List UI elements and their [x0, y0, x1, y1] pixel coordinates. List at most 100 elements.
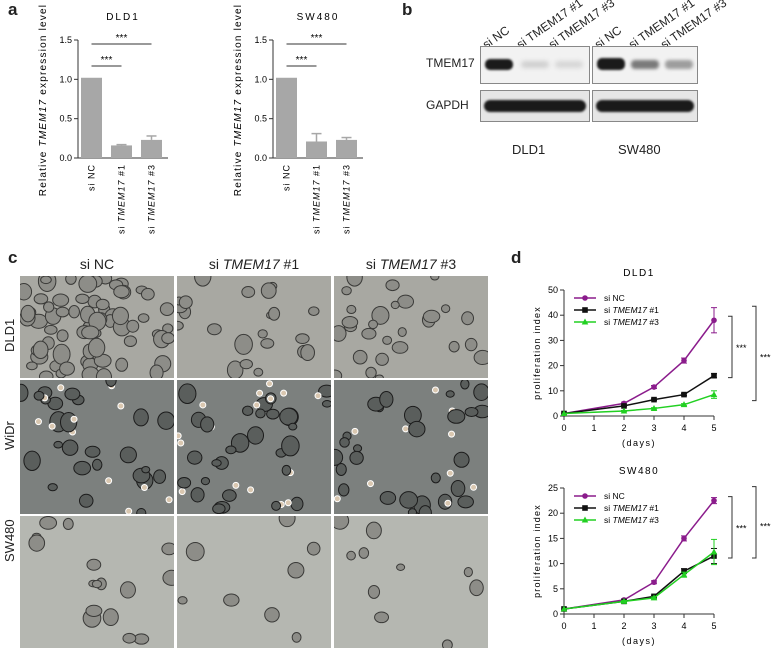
micrograph-widr-3: [334, 380, 488, 514]
x-tick-label: 4: [681, 423, 686, 433]
y-axis-label: proliferation index: [532, 504, 542, 598]
micrograph-dld1-2: [177, 276, 331, 378]
microscopy-row-label-dld1: DLD1: [2, 318, 17, 352]
sig-label: ***: [736, 343, 747, 353]
blot-row-label-gapdh: GAPDH: [426, 98, 469, 112]
panel-letter-b: b: [402, 0, 413, 19]
legend-label: si TMEM17 #3: [604, 317, 659, 327]
line-chart-dld1: DLD1 0 10 20 30 40 50 0 1 2 3 4 5 (days) proliferation…: [532, 268, 771, 448]
series-line: [563, 551, 715, 610]
y-tick-label: 1.0: [59, 74, 72, 84]
y-tick-label: 0.5: [59, 114, 72, 124]
data-point: [650, 594, 658, 601]
data-point: [650, 404, 658, 411]
y-axis-label: Relative TMEM17 expression level: [233, 4, 244, 196]
x-tick-label: si TMEM17 #3: [147, 164, 157, 234]
micrograph-dld1-1: [20, 276, 174, 378]
y-tick-label: 40: [548, 310, 558, 320]
y-axis-label: proliferation index: [532, 306, 542, 400]
y-tick-label: 25: [548, 483, 558, 493]
series-line: [563, 555, 715, 610]
legend-label: si TMEM17 #3: [604, 515, 659, 525]
data-point: [681, 391, 687, 398]
sig-bracket: [728, 315, 733, 379]
y-tick-label: 1.5: [59, 35, 72, 45]
data-point: [560, 605, 568, 612]
bar: [336, 139, 357, 158]
legend-label: si TMEM17 #1: [604, 503, 659, 513]
sig-label: ***: [736, 523, 747, 533]
data-point: [620, 407, 628, 414]
chart-title: DLD1: [623, 268, 655, 279]
panel-letter-c: c: [8, 248, 18, 267]
x-tick-label: si TMEM17 #3: [342, 164, 352, 234]
data-point: [681, 357, 687, 364]
western-blot-panel: si NC si TMEM17 #1 si TMEM17 #3 si NC si…: [420, 0, 778, 170]
y-tick-label: 15: [548, 533, 558, 543]
x-tick-label: 2: [621, 621, 626, 631]
line-chart-sw480: SW480 0 5 10 15 20 25 0 1 2 3 4 5 (days) proliferation…: [532, 466, 771, 646]
y-tick-label: 0: [553, 609, 558, 619]
blot-strip-tmem17-dld1: [480, 46, 590, 84]
bar: [141, 139, 162, 158]
sig-bracket: [752, 305, 757, 402]
x-axis-label: (days): [622, 438, 656, 448]
data-point: [681, 535, 687, 542]
y-tick-label: 0.0: [254, 153, 267, 163]
microscopy-row-label-sw480: SW480: [2, 519, 17, 562]
microscopy-row-label-widr: WiDr: [2, 421, 17, 450]
micrograph-sw480-2: [177, 516, 331, 648]
sig-label: ***: [116, 33, 128, 44]
data-point: [711, 372, 717, 379]
data-point: [620, 597, 628, 604]
y-tick-label: 20: [548, 508, 558, 518]
x-tick-label: 5: [711, 423, 716, 433]
legend-marker: [582, 307, 588, 313]
sig-label: ***: [101, 55, 113, 66]
microscopy-column-header: si NC: [79, 256, 115, 272]
x-tick-label: 3: [651, 423, 656, 433]
x-axis-label: (days): [622, 636, 656, 646]
y-tick-label: 5: [553, 584, 558, 594]
legend-label: si TMEM17 #1: [604, 305, 659, 315]
x-tick-label: 2: [621, 423, 626, 433]
panel-letter-a: a: [8, 0, 18, 19]
x-tick-label: si NC: [87, 164, 97, 191]
micrograph-sw480-1: [20, 516, 174, 648]
x-tick-label: si TMEM17 #1: [312, 164, 322, 234]
bar-chart-dld1: DLD1 0.0 0.5 1.0 1.5 si NC si TMEM17 #1 si TMEM…: [38, 4, 168, 234]
y-tick-label: 20: [548, 361, 558, 371]
bar: [306, 141, 327, 158]
bar: [276, 77, 297, 158]
x-tick-label: 0: [561, 423, 566, 433]
panel-letter-d: d: [511, 248, 522, 267]
y-tick-label: 10: [548, 559, 558, 569]
data-point: [651, 396, 657, 403]
micrograph-widr-1: [20, 380, 174, 514]
y-tick-label: 1.0: [254, 74, 267, 84]
blot-cell-line-dld1: DLD1: [512, 142, 546, 157]
x-tick-label: 0: [561, 621, 566, 631]
y-tick-label: 0.0: [59, 153, 72, 163]
legend-label: si NC: [604, 491, 625, 501]
data-point: [651, 384, 657, 390]
data-point: [621, 403, 627, 409]
microscopy-column-header: si TMEM17 #3: [365, 256, 457, 272]
x-tick-label: 4: [681, 621, 686, 631]
legend-marker: [582, 505, 588, 511]
blot-cell-line-sw480: SW480: [618, 142, 661, 157]
data-point: [711, 497, 717, 504]
data-point: [681, 568, 687, 574]
microscopy-panel: si NC si TMEM17 #1 si TMEM17 #3 DLD1 WiD…: [0, 250, 500, 652]
micrograph-dld1-3: [334, 276, 488, 378]
data-point: [651, 579, 657, 586]
y-axis-label: Relative TMEM17 expression level: [38, 4, 49, 196]
microscopy-column-header: si TMEM17 #1: [208, 256, 300, 272]
x-tick-label: si TMEM17 #1: [117, 164, 127, 234]
legend-label: si NC: [604, 293, 625, 303]
chart-title: DLD1: [106, 12, 140, 23]
data-point: [680, 571, 688, 578]
chart-title: SW480: [297, 12, 340, 23]
y-tick-label: 1.5: [254, 35, 267, 45]
legend-marker: [582, 295, 588, 301]
